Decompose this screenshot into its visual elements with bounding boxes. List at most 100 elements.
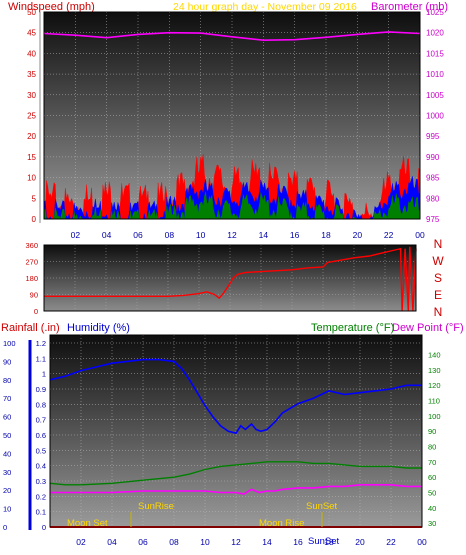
time-tick-label: 02 xyxy=(76,537,86,547)
humidity-line xyxy=(49,358,422,435)
temperature-ticks: 30 40 50 60 70 80 90 100 110 120 130 140 xyxy=(428,351,441,529)
humidity-ticks: 0 10 20 30 40 50 60 70 80 90 100 xyxy=(3,339,16,532)
humidity-tick-label: 60 xyxy=(3,413,11,422)
direction-degree-ticks: 0 90 180 270 360 xyxy=(25,241,38,316)
time-tick-label: 00 xyxy=(417,537,427,547)
moon-set-event: Moon Set xyxy=(67,518,108,529)
time-tick-label: 22 xyxy=(386,537,396,547)
time-tick-label: 18 xyxy=(321,230,331,240)
barometer-tick-label: 1020 xyxy=(426,29,444,38)
direction-tick-label: 180 xyxy=(25,274,38,283)
windspeed-ticks: 0 5 10 15 20 25 30 35 40 45 50 xyxy=(27,8,36,224)
temperature-tick-label: 80 xyxy=(428,443,436,452)
time-tick-label: 04 xyxy=(107,537,117,547)
temperature-tick-label: 50 xyxy=(428,489,436,498)
humidity-axis-label: Humidity (%) xyxy=(67,322,130,334)
barometer-tick-label: 1005 xyxy=(426,91,444,100)
rainfall-tick-label: 0.3 xyxy=(36,477,46,486)
rainfall-tick-label: 0.4 xyxy=(36,462,46,471)
wind-direction-line xyxy=(44,246,417,312)
barometer-axis-label: Barometer (mb) xyxy=(371,1,448,13)
rainfall-ticks: 0 0.1 0.2 0.3 0.4 0.5 0.6 0.7 0.8 0.9 1 1.1 1.2 xyxy=(36,339,46,532)
wind-plot-background xyxy=(44,12,420,219)
rainfall-axis-label: Rainfall (.in) xyxy=(1,322,60,334)
time-tick-label: 02 xyxy=(71,230,81,240)
time-tick-label: 12 xyxy=(227,230,237,240)
barometer-tick-label: 1015 xyxy=(426,49,444,58)
time-tick-label: 06 xyxy=(133,230,143,240)
rainfall-tick-label: 0.2 xyxy=(36,492,46,501)
temperature-line xyxy=(49,461,422,486)
humidity-tick-label: 10 xyxy=(3,505,11,514)
compass-label: W xyxy=(432,254,444,268)
direction-tick-label: 90 xyxy=(30,291,38,300)
windspeed-axis-label: Windspeed (mph) xyxy=(8,1,95,13)
dewpoint-axis-label: Dew Point (°F) xyxy=(392,322,464,334)
time-tick-label: 18 xyxy=(324,537,334,547)
time-tick-label: 10 xyxy=(196,230,206,240)
temperature-tick-label: 110 xyxy=(428,397,440,406)
rainfall-tick-label: 0.5 xyxy=(36,446,46,455)
windspeed-tick-label: 35 xyxy=(27,70,36,79)
rainfall-tick-label: 0.9 xyxy=(36,385,46,394)
humidity-plot-frame xyxy=(49,334,423,528)
humidity-tick-label: 40 xyxy=(3,449,11,458)
humidity-tick-label: 90 xyxy=(3,357,11,366)
rainfall-tick-label: 0.6 xyxy=(36,431,46,440)
windspeed-tick-label: 45 xyxy=(27,29,36,38)
humidity-tick-label: 50 xyxy=(3,431,11,440)
time-tick-label: 08 xyxy=(169,537,179,547)
time-tick-label: 00 xyxy=(415,230,425,240)
temperature-tick-label: 90 xyxy=(428,427,436,436)
time-tick-label: 06 xyxy=(138,537,148,547)
time-tick-label: 20 xyxy=(355,537,365,547)
rainfall-tick-label: 1.2 xyxy=(36,339,46,348)
windspeed-tick-label: 50 xyxy=(27,8,36,17)
time-tick-label: 16 xyxy=(290,230,300,240)
rainfall-tick-label: 0.1 xyxy=(36,508,46,517)
temperature-tick-label: 140 xyxy=(428,351,441,360)
sunset-event-bottom: SunSet xyxy=(308,536,340,547)
windspeed-tick-label: 20 xyxy=(27,132,36,141)
barometer-tick-label: 1025 xyxy=(426,8,444,17)
temperature-tick-label: 60 xyxy=(428,473,436,482)
barometer-ticks: 975 980 985 990 995 1000 1005 1010 1015 1020 1025 xyxy=(426,8,444,224)
time-tick-label: 08 xyxy=(165,230,175,240)
humidity-tick-label: 100 xyxy=(3,339,16,348)
compass-label: N xyxy=(434,305,443,319)
humidity-tick-label: 0 xyxy=(3,523,7,532)
direction-plot-frame xyxy=(43,244,417,312)
temperature-tick-label: 30 xyxy=(428,519,436,528)
wind-plot-series xyxy=(43,31,421,220)
time-tick-label: 04 xyxy=(102,230,112,240)
barometer-tick-label: 975 xyxy=(426,215,440,224)
time-tick-label: 12 xyxy=(231,537,241,547)
barometer-line xyxy=(43,31,421,42)
barometer-tick-label: 990 xyxy=(426,153,440,162)
wind-plot-frame xyxy=(43,11,421,220)
windspeed-tick-label: 0 xyxy=(32,215,37,224)
wind-time-ticks: 02 04 06 08 10 12 14 16 18 20 22 00 xyxy=(71,230,425,240)
windspeed-tick-label: 40 xyxy=(27,49,36,58)
temperature-tick-label: 120 xyxy=(428,381,441,390)
compass-label: S xyxy=(434,271,442,285)
sunrise-event: SunRise xyxy=(138,501,174,512)
time-tick-label: 16 xyxy=(293,537,303,547)
rainfall-tick-label: 1 xyxy=(42,370,46,379)
temperature-tick-label: 130 xyxy=(428,366,441,375)
direction-tick-label: 270 xyxy=(25,258,38,267)
temperature-axis-label: Temperature (°F) xyxy=(311,322,394,334)
windspeed-tick-label: 30 xyxy=(27,91,36,100)
time-tick-label: 22 xyxy=(384,230,394,240)
humidity-tick-label: 30 xyxy=(3,468,11,477)
rainfall-tick-label: 1.1 xyxy=(36,354,46,363)
barometer-tick-label: 1000 xyxy=(426,112,444,121)
wind-average-area xyxy=(43,176,421,220)
humidity-tick-label: 80 xyxy=(3,376,11,385)
direction-plot-series xyxy=(44,246,417,312)
temperature-tick-label: 40 xyxy=(428,504,436,513)
direction-tick-label: 360 xyxy=(25,241,38,250)
humidity-time-ticks: 02 04 06 08 10 12 14 16 18 20 22 00 xyxy=(76,537,427,547)
